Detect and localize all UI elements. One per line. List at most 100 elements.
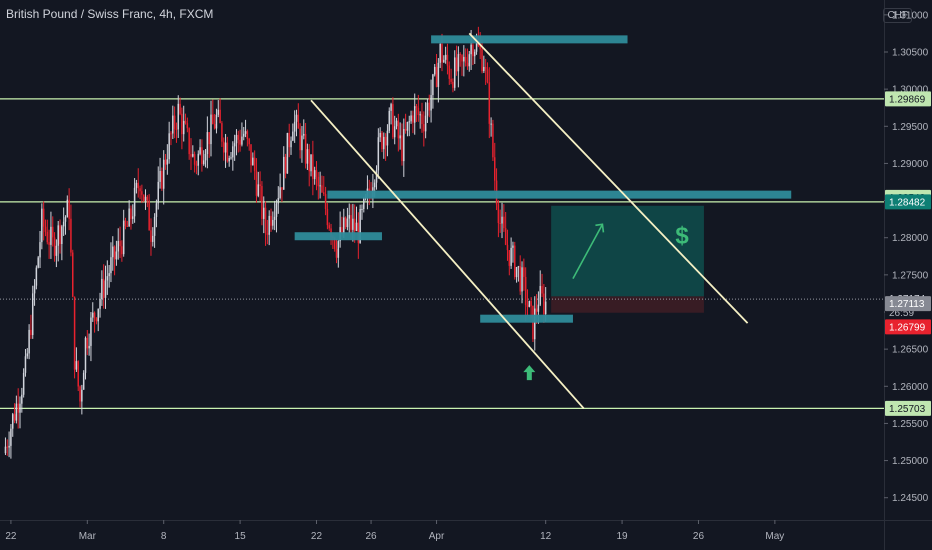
- candle-body: [493, 157, 496, 181]
- candle-body: [181, 113, 183, 135]
- up-arrow-icon: [523, 365, 536, 381]
- candle-body: [284, 156, 287, 174]
- candle-body: [153, 216, 156, 236]
- candle-body: [384, 136, 387, 146]
- x-tick-label: 26: [365, 531, 377, 542]
- price-label-text: 1.25703: [889, 404, 926, 415]
- candle-body: [379, 132, 381, 138]
- candle-body: [190, 154, 192, 157]
- candle-body: [344, 217, 347, 228]
- y-tick-label: 1.30000: [892, 85, 929, 96]
- candle-body: [137, 182, 139, 189]
- candle-body: [348, 215, 350, 219]
- x-tick-label: 19: [617, 531, 629, 542]
- candle-body: [355, 222, 358, 232]
- x-tick-label: 8: [161, 531, 167, 542]
- candle-body: [337, 241, 340, 258]
- candle-body: [202, 160, 205, 165]
- candle-body: [139, 188, 141, 192]
- candle-body: [112, 246, 114, 258]
- candle-body: [195, 164, 198, 166]
- candle-body: [448, 65, 451, 79]
- candle-body: [44, 226, 47, 232]
- candle-body: [408, 121, 411, 123]
- candle-body: [11, 414, 14, 429]
- candle-body: [443, 59, 445, 63]
- candle-body: [92, 312, 94, 318]
- candle-body: [173, 115, 176, 129]
- supply-demand-zone: [294, 232, 382, 241]
- currency-label[interactable]: CHF: [883, 8, 912, 23]
- x-tick-label: Apr: [429, 531, 445, 542]
- candle-body: [262, 207, 265, 219]
- candle-body: [484, 66, 487, 70]
- candle-body: [541, 286, 543, 294]
- candle-body: [406, 122, 409, 131]
- candle-body: [326, 208, 329, 226]
- candle-body: [266, 232, 269, 235]
- candle-body: [501, 216, 503, 224]
- candle-body: [268, 215, 270, 235]
- candle-body: [4, 446, 7, 454]
- dollar-annotation: $: [675, 223, 689, 250]
- candle-body: [237, 134, 240, 140]
- candle-body: [182, 120, 185, 135]
- candle-body: [119, 241, 121, 247]
- candle-body: [439, 44, 441, 63]
- candle-body: [126, 226, 129, 228]
- candle-body: [210, 114, 212, 145]
- candle-body: [323, 192, 325, 195]
- candle-body: [150, 230, 152, 242]
- candle-body: [468, 54, 471, 67]
- candle-body: [464, 56, 467, 63]
- y-tick-label: 1.25500: [892, 419, 929, 430]
- candle-body: [101, 278, 103, 300]
- candle-body: [452, 81, 454, 88]
- candle-body: [297, 114, 300, 129]
- candle-body: [273, 216, 276, 220]
- candle-body: [510, 247, 512, 266]
- price-label-text: 1.27113: [889, 299, 925, 310]
- candle-body: [30, 329, 32, 336]
- candle-body: [59, 225, 61, 245]
- candle-body: [281, 187, 283, 190]
- candle-body: [333, 237, 336, 250]
- supply-demand-zone: [327, 190, 792, 199]
- candle-body: [415, 106, 418, 108]
- candle-body: [122, 220, 125, 255]
- candle-body: [128, 208, 130, 227]
- candle-body: [390, 104, 392, 111]
- candle-body: [204, 153, 207, 161]
- candle-body: [68, 199, 70, 219]
- candle-body: [212, 114, 214, 125]
- candle-body: [459, 54, 461, 56]
- candle-body: [315, 170, 318, 177]
- candle-body: [213, 124, 216, 129]
- y-tick-label: 1.30500: [892, 48, 929, 59]
- price-label-text: 1.29869: [889, 94, 926, 105]
- profit-zone: [551, 205, 704, 297]
- candle-body: [253, 157, 256, 171]
- candle-body: [534, 308, 536, 340]
- candle-body: [33, 285, 36, 294]
- candle-body: [199, 147, 201, 154]
- candle-body: [310, 154, 312, 172]
- candle-body: [475, 42, 478, 52]
- candle-body: [473, 51, 476, 57]
- candle-body: [441, 44, 443, 63]
- candle-body: [170, 133, 172, 135]
- candle-body: [15, 403, 18, 421]
- candle-body: [97, 308, 99, 322]
- candle-body: [239, 139, 241, 145]
- candle-body: [437, 62, 440, 87]
- candle-body: [230, 157, 232, 159]
- candle-body: [17, 403, 19, 413]
- candle-body: [141, 191, 143, 195]
- candle-body: [188, 128, 190, 155]
- candle-body: [350, 215, 352, 230]
- candle-body: [519, 266, 521, 292]
- price-label-box: [885, 319, 931, 335]
- candle-body: [455, 57, 458, 72]
- candle-body: [412, 115, 414, 123]
